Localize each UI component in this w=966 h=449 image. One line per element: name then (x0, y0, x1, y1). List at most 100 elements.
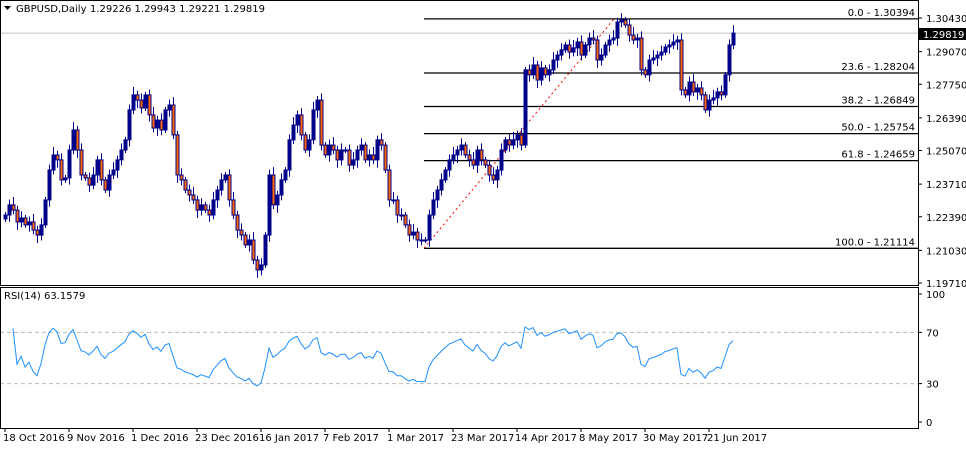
candle[interactable] (431, 192, 436, 220)
candle[interactable] (415, 227, 420, 248)
candle[interactable] (467, 149, 472, 167)
candle[interactable] (103, 176, 108, 194)
candle[interactable] (279, 173, 284, 201)
candle[interactable] (151, 106, 156, 133)
candle[interactable] (67, 144, 72, 185)
candle[interactable] (395, 195, 400, 223)
candle[interactable] (71, 122, 76, 155)
candle[interactable] (335, 145, 340, 168)
candle[interactable] (367, 149, 372, 167)
candle[interactable] (679, 33, 684, 96)
candle[interactable] (75, 125, 80, 158)
candle[interactable] (491, 167, 496, 185)
candle[interactable] (95, 155, 100, 183)
candle[interactable] (659, 45, 664, 61)
candle[interactable] (83, 172, 88, 181)
candle[interactable] (719, 85, 724, 101)
candle[interactable] (171, 97, 176, 140)
candle[interactable] (163, 106, 168, 133)
candle[interactable] (539, 61, 544, 86)
candle[interactable] (715, 87, 720, 106)
dropdown-triangle-icon[interactable] (4, 6, 11, 10)
candle[interactable] (59, 153, 64, 186)
candle[interactable] (35, 225, 40, 243)
candle[interactable] (363, 142, 368, 163)
candle[interactable] (359, 138, 364, 156)
candle[interactable] (623, 17, 628, 28)
candle[interactable] (603, 41, 608, 59)
candle[interactable] (559, 43, 564, 61)
candle[interactable] (515, 130, 520, 148)
candle[interactable] (295, 110, 300, 133)
candle[interactable] (595, 35, 600, 68)
candle[interactable] (15, 205, 20, 230)
candle[interactable] (723, 71, 728, 98)
candle[interactable] (195, 195, 200, 218)
candle[interactable] (475, 145, 480, 173)
candle[interactable] (203, 201, 208, 214)
candle[interactable] (211, 192, 216, 220)
candle[interactable] (563, 41, 568, 53)
candle[interactable] (555, 50, 560, 68)
candle[interactable] (139, 93, 144, 114)
candle[interactable] (579, 35, 584, 61)
candle[interactable] (63, 174, 68, 183)
candle[interactable] (403, 212, 408, 228)
candle[interactable] (707, 94, 712, 117)
candle[interactable] (251, 232, 256, 265)
candle[interactable] (483, 156, 488, 169)
candle[interactable] (411, 224, 416, 240)
candle[interactable] (635, 33, 640, 48)
candle[interactable] (547, 64, 552, 82)
candle[interactable] (55, 150, 60, 168)
candle[interactable] (599, 48, 604, 66)
candle[interactable] (183, 176, 188, 194)
candle[interactable] (675, 35, 680, 50)
candle[interactable] (695, 83, 700, 100)
candle[interactable] (43, 196, 48, 228)
candle[interactable] (167, 99, 172, 117)
candle[interactable] (435, 185, 440, 208)
candle[interactable] (703, 91, 708, 113)
candle[interactable] (179, 168, 184, 186)
candle[interactable] (51, 147, 56, 175)
candle[interactable] (123, 136, 128, 153)
candle[interactable] (283, 167, 288, 183)
candle[interactable] (323, 142, 328, 158)
candle[interactable] (99, 153, 104, 186)
candle[interactable] (275, 190, 280, 213)
candle[interactable] (619, 13, 624, 28)
candle[interactable] (667, 39, 672, 54)
candle[interactable] (27, 216, 32, 232)
candle[interactable] (611, 30, 616, 45)
candle[interactable] (459, 138, 464, 156)
candle[interactable] (347, 144, 352, 172)
candle[interactable] (439, 173, 444, 196)
candle[interactable] (247, 234, 252, 252)
candle[interactable] (227, 169, 232, 207)
candle[interactable] (687, 76, 692, 102)
candle[interactable] (127, 104, 132, 147)
candle[interactable] (615, 17, 620, 46)
candle[interactable] (223, 172, 228, 183)
candle[interactable] (339, 143, 344, 166)
candle[interactable] (303, 131, 308, 153)
candle[interactable] (519, 128, 524, 151)
candle[interactable] (379, 133, 384, 151)
candle[interactable] (711, 89, 716, 105)
candle[interactable] (3, 212, 8, 222)
candle[interactable] (671, 34, 676, 50)
candle[interactable] (315, 95, 320, 118)
candle[interactable] (207, 204, 212, 222)
candle[interactable] (463, 142, 468, 158)
candle[interactable] (387, 164, 392, 207)
candle[interactable] (499, 143, 504, 176)
candle[interactable] (155, 115, 160, 136)
candle[interactable] (119, 143, 124, 166)
candle[interactable] (551, 52, 556, 75)
candle[interactable] (699, 81, 704, 101)
candle[interactable] (199, 198, 204, 216)
candle[interactable] (7, 199, 12, 222)
candle[interactable] (655, 50, 660, 66)
candle[interactable] (47, 164, 52, 207)
